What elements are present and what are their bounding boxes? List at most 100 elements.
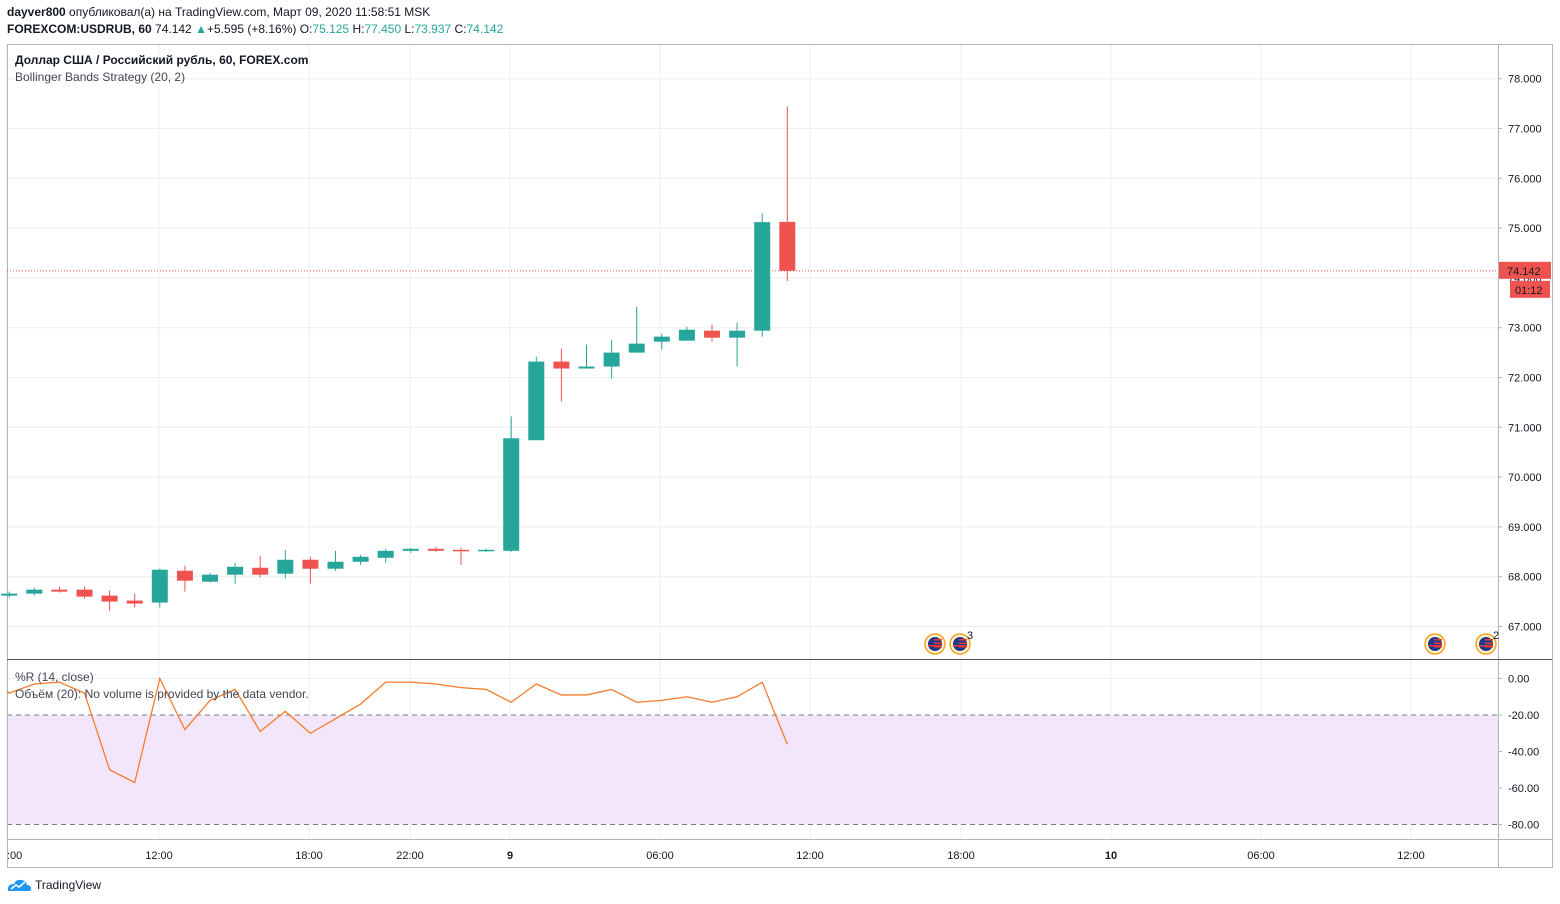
author-name: dayver800 xyxy=(7,5,66,19)
time-axis-label: 12:00 xyxy=(145,850,173,862)
candle-body xyxy=(277,559,294,574)
candle-body xyxy=(603,352,620,367)
indicator-axis-label: -80.00 xyxy=(1508,820,1539,832)
candle-body xyxy=(704,330,720,338)
price-axis-label: 69.000 xyxy=(1508,522,1542,534)
last-price-tag-text: 74.142 xyxy=(1507,266,1541,278)
time-axis-label: 06:00 xyxy=(1247,850,1275,862)
event-icon-stripe xyxy=(959,646,967,648)
strategy-legend: Bollinger Bands Strategy (20, 2) xyxy=(15,70,186,84)
price-axis-label: 71.000 xyxy=(1508,422,1542,434)
event-icon-stripe xyxy=(959,639,967,641)
symbol-name: FOREXCOM:USDRUB, 60 xyxy=(7,22,152,36)
event-icon-stripe xyxy=(1428,645,1442,647)
event-icon-stripe xyxy=(1479,645,1493,647)
up-arrow-icon: ▲ xyxy=(195,22,207,36)
tradingview-footer: TradingView xyxy=(6,877,101,893)
candle-body xyxy=(51,589,68,592)
open-value: 75.125 xyxy=(312,22,350,36)
time-axis-label: 9 xyxy=(507,850,513,862)
candle-body xyxy=(227,566,244,575)
time-axis-label: :00 xyxy=(7,850,22,862)
publish-text: опубликовал(а) на TradingView.com, Март … xyxy=(65,5,431,19)
close-label: C: xyxy=(454,22,467,36)
event-icon-stripe xyxy=(1485,646,1493,648)
event-icon-stripe xyxy=(934,642,942,644)
price-axis-label: 72.000 xyxy=(1508,373,1542,385)
candle-body xyxy=(1,593,18,596)
us-flag-event-icon xyxy=(1424,633,1446,655)
time-axis-label: 10 xyxy=(1105,850,1117,862)
indicator-axis-label: -60.00 xyxy=(1508,783,1539,795)
event-icon-stripe xyxy=(1485,642,1493,644)
event-icon-stripe xyxy=(934,639,942,641)
candle-body xyxy=(427,548,444,551)
event-icon-stripe xyxy=(953,645,967,647)
candle-body xyxy=(754,222,771,331)
candle-body xyxy=(26,589,43,594)
price-axis-label: 67.000 xyxy=(1508,622,1542,634)
time-axis-label: 18:00 xyxy=(947,850,975,862)
high-label: H: xyxy=(352,22,365,36)
countdown-tag-text: 01:12 xyxy=(1515,285,1543,297)
us-flag-event-icon: 3 xyxy=(949,630,973,655)
time-axis-label: 22:00 xyxy=(396,850,424,862)
time-axis-label: 12:00 xyxy=(796,850,824,862)
candle-body xyxy=(779,221,796,271)
close-value: 74.142 xyxy=(466,22,504,36)
price-axis-label: 77.000 xyxy=(1508,124,1542,136)
candle-body xyxy=(402,548,419,551)
candle-body xyxy=(478,549,495,552)
candle-body xyxy=(453,549,469,552)
candle-body xyxy=(76,589,93,597)
volume-legend: Объём (20): No volume is provided by the… xyxy=(15,687,309,701)
event-count-label: 2 xyxy=(1493,630,1499,642)
event-icon-stripe xyxy=(1434,642,1442,644)
price-axis-label: 68.000 xyxy=(1508,572,1542,584)
candle-body xyxy=(151,569,168,603)
candle-body xyxy=(729,330,746,338)
candle-body xyxy=(503,438,520,551)
candle-body xyxy=(252,567,269,575)
williams-r-legend: %R (14, close) xyxy=(15,670,94,684)
overbought-oversold-band xyxy=(7,715,1498,825)
us-flag-event-icon xyxy=(924,633,946,655)
price-axis-label: 76.000 xyxy=(1508,173,1542,185)
publish-info: dayver800 опубликовал(а) на TradingView.… xyxy=(7,5,430,19)
candle-body xyxy=(302,559,319,569)
brand-name: TradingView xyxy=(35,878,102,892)
event-icon-stripe xyxy=(928,645,942,647)
candle-body xyxy=(327,561,344,569)
time-axis-label: 06:00 xyxy=(646,850,674,862)
countdown-tag xyxy=(1510,280,1550,298)
high-value: 77.450 xyxy=(364,22,402,36)
low-value: 73.937 xyxy=(414,22,452,36)
indicator-axis-label: 0.00 xyxy=(1508,674,1529,686)
price-axis-label: 78.000 xyxy=(1508,74,1542,86)
tradingview-logo-icon xyxy=(7,879,31,891)
event-count-label: 3 xyxy=(967,630,973,642)
candle-body xyxy=(126,600,143,604)
candle-body xyxy=(202,574,218,582)
last-price-text: 74.142 xyxy=(155,22,192,36)
event-icon-stripe xyxy=(959,642,967,644)
last-price-tag xyxy=(1499,261,1551,279)
indicator-axis-label: -20.00 xyxy=(1508,710,1539,722)
time-axis-label: 12:00 xyxy=(1397,850,1425,862)
event-icon-stripe xyxy=(1434,646,1442,648)
candle-body xyxy=(578,366,595,369)
price-axis-label: 73.000 xyxy=(1508,323,1542,335)
candle-body xyxy=(653,336,670,342)
chart-frame xyxy=(7,44,1553,868)
indicator-axis-label: -40.00 xyxy=(1508,747,1539,759)
open-label: O: xyxy=(299,22,313,36)
symbol-info: FOREXCOM:USDRUB, 60 74.142 ▲+5.595 (+8.1… xyxy=(7,22,503,36)
event-icon-stripe xyxy=(934,646,942,648)
low-label: L: xyxy=(404,22,415,36)
williams-r-line xyxy=(6,676,788,784)
time-axis-label: 18:00 xyxy=(295,850,323,862)
candle-body xyxy=(553,361,570,369)
candle-body xyxy=(628,343,645,353)
price-axis-label: 70.000 xyxy=(1508,472,1542,484)
